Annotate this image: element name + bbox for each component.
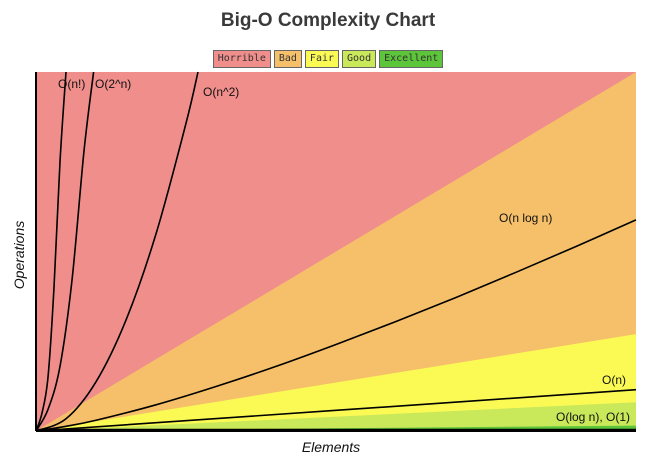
- chart-legend: Horrible Bad Fair Good Excellent: [0, 50, 656, 68]
- legend-item-bad: Bad: [273, 50, 302, 68]
- curve-o-n-log-n: [35, 219, 637, 432]
- y-axis-label: Operations: [11, 221, 27, 289]
- legend-item-excellent: Excellent: [379, 50, 444, 68]
- region-good: [36, 402, 636, 431]
- curve-o-n: [35, 71, 67, 432]
- legend-item-fair: Fair: [304, 50, 340, 68]
- chart-title: Big-O Complexity Chart: [220, 10, 436, 31]
- x-axis-label: Elements: [302, 439, 360, 455]
- label-o-n-squared: O(n^2): [203, 85, 239, 99]
- legend-item-horrible: Horrible: [212, 50, 271, 68]
- label-o-2-pow-n: O(2^n): [95, 77, 131, 91]
- label-o-log-n-o-1: O(log n), O(1): [556, 410, 630, 424]
- curve-o-2-n: [35, 71, 95, 432]
- label-o-n: O(n): [602, 373, 626, 387]
- curve-layer: [35, 71, 637, 432]
- label-o-n-factorial: O(n!): [58, 77, 85, 91]
- label-o-n-log-n: O(n log n): [499, 211, 552, 225]
- curve-o-n: [35, 388, 637, 432]
- curve-o-n-2: [35, 71, 199, 432]
- legend-item-good: Good: [342, 50, 377, 68]
- region-bad: [36, 72, 636, 431]
- region-layer: [36, 72, 636, 431]
- region-fair: [36, 334, 636, 431]
